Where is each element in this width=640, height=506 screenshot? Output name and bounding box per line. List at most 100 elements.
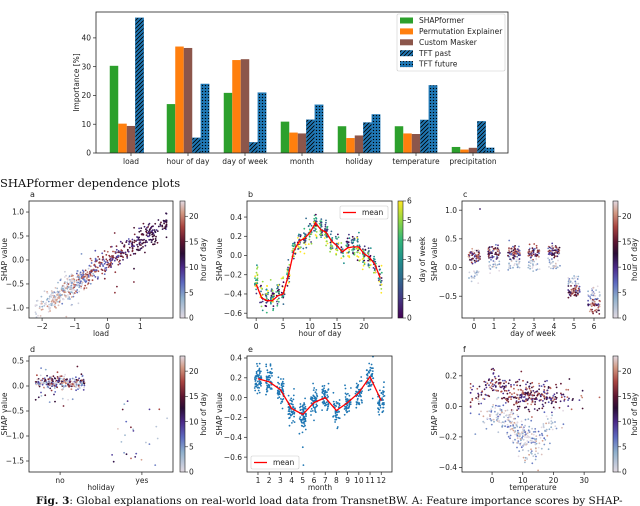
data-point bbox=[368, 266, 371, 269]
bar-shapformer bbox=[280, 121, 290, 153]
data-point bbox=[38, 307, 41, 310]
data-point bbox=[97, 276, 99, 278]
data-point bbox=[581, 389, 584, 392]
panel-label: c bbox=[463, 190, 467, 199]
data-point bbox=[550, 262, 553, 264]
data-point bbox=[82, 270, 85, 273]
data-point bbox=[293, 412, 296, 415]
data-point bbox=[69, 378, 71, 380]
bar-shapformer bbox=[337, 126, 347, 153]
data-point bbox=[382, 393, 384, 396]
data-point bbox=[589, 296, 591, 298]
data-point bbox=[340, 257, 343, 259]
data-point bbox=[315, 235, 318, 238]
data-point bbox=[255, 279, 257, 282]
x-tick-label: month bbox=[290, 157, 315, 166]
data-point bbox=[351, 235, 354, 238]
data-point bbox=[535, 269, 538, 271]
scatter-points bbox=[469, 367, 601, 472]
data-point bbox=[532, 270, 535, 272]
data-point bbox=[367, 259, 369, 262]
data-point bbox=[547, 257, 549, 260]
data-point bbox=[512, 409, 514, 412]
data-point bbox=[80, 287, 82, 290]
data-point bbox=[335, 401, 338, 403]
data-point bbox=[587, 294, 589, 296]
data-point bbox=[114, 271, 117, 274]
data-point bbox=[521, 431, 523, 434]
data-point bbox=[49, 306, 52, 309]
data-point bbox=[126, 248, 129, 251]
data-point bbox=[591, 310, 594, 313]
data-point bbox=[507, 435, 510, 438]
data-point bbox=[500, 386, 503, 388]
bar-custom-masker bbox=[240, 59, 250, 154]
data-point bbox=[515, 424, 518, 427]
data-point bbox=[43, 386, 45, 389]
data-point bbox=[570, 285, 572, 287]
data-point bbox=[531, 398, 534, 401]
data-point bbox=[520, 439, 522, 442]
data-point bbox=[495, 243, 497, 246]
data-point bbox=[576, 278, 579, 280]
data-point bbox=[371, 370, 374, 372]
data-point bbox=[54, 400, 56, 403]
data-point bbox=[288, 408, 290, 411]
data-point bbox=[163, 222, 166, 225]
data-point bbox=[374, 271, 377, 274]
data-point bbox=[45, 381, 48, 383]
data-point bbox=[527, 394, 530, 397]
data-point bbox=[55, 381, 58, 383]
data-point bbox=[474, 261, 476, 264]
x-tick-label: no bbox=[55, 476, 65, 485]
data-point bbox=[495, 416, 498, 419]
data-point bbox=[370, 383, 373, 386]
data-point bbox=[289, 399, 292, 401]
data-point bbox=[68, 385, 70, 388]
data-point bbox=[75, 378, 78, 381]
data-point bbox=[498, 385, 501, 387]
data-point bbox=[57, 304, 60, 307]
data-point bbox=[298, 247, 301, 250]
data-point bbox=[150, 241, 153, 244]
data-point bbox=[121, 242, 124, 245]
data-point bbox=[118, 261, 120, 263]
data-point bbox=[293, 415, 295, 418]
data-point bbox=[538, 255, 540, 258]
data-point bbox=[70, 304, 73, 307]
data-point bbox=[527, 266, 530, 269]
data-point bbox=[54, 302, 57, 304]
data-point bbox=[323, 402, 326, 404]
data-point bbox=[42, 377, 44, 380]
data-point bbox=[516, 384, 518, 387]
data-point bbox=[520, 420, 523, 423]
data-point bbox=[254, 389, 257, 392]
data-point bbox=[111, 258, 114, 261]
data-point bbox=[134, 252, 137, 255]
colorbar-tick-label: 0 bbox=[189, 468, 194, 477]
data-point bbox=[519, 438, 522, 440]
colorbar-tick-label: 0 bbox=[407, 314, 412, 323]
data-point bbox=[528, 243, 531, 246]
data-point bbox=[568, 291, 571, 294]
data-point bbox=[530, 250, 533, 253]
data-point bbox=[260, 287, 263, 289]
data-point bbox=[357, 395, 360, 398]
data-point bbox=[320, 236, 322, 239]
data-point bbox=[517, 407, 520, 410]
data-point bbox=[301, 408, 304, 411]
bar-tft-future bbox=[257, 92, 267, 154]
data-point bbox=[136, 239, 139, 242]
data-point bbox=[518, 245, 520, 248]
data-point bbox=[521, 399, 524, 402]
data-point bbox=[520, 446, 523, 449]
data-point bbox=[117, 428, 119, 430]
data-point bbox=[545, 396, 548, 398]
data-point bbox=[470, 259, 473, 261]
data-point bbox=[120, 255, 123, 258]
y-tick-label: 0.2 bbox=[230, 374, 242, 383]
data-point bbox=[597, 306, 600, 309]
data-point bbox=[509, 425, 512, 427]
data-point bbox=[522, 444, 525, 446]
